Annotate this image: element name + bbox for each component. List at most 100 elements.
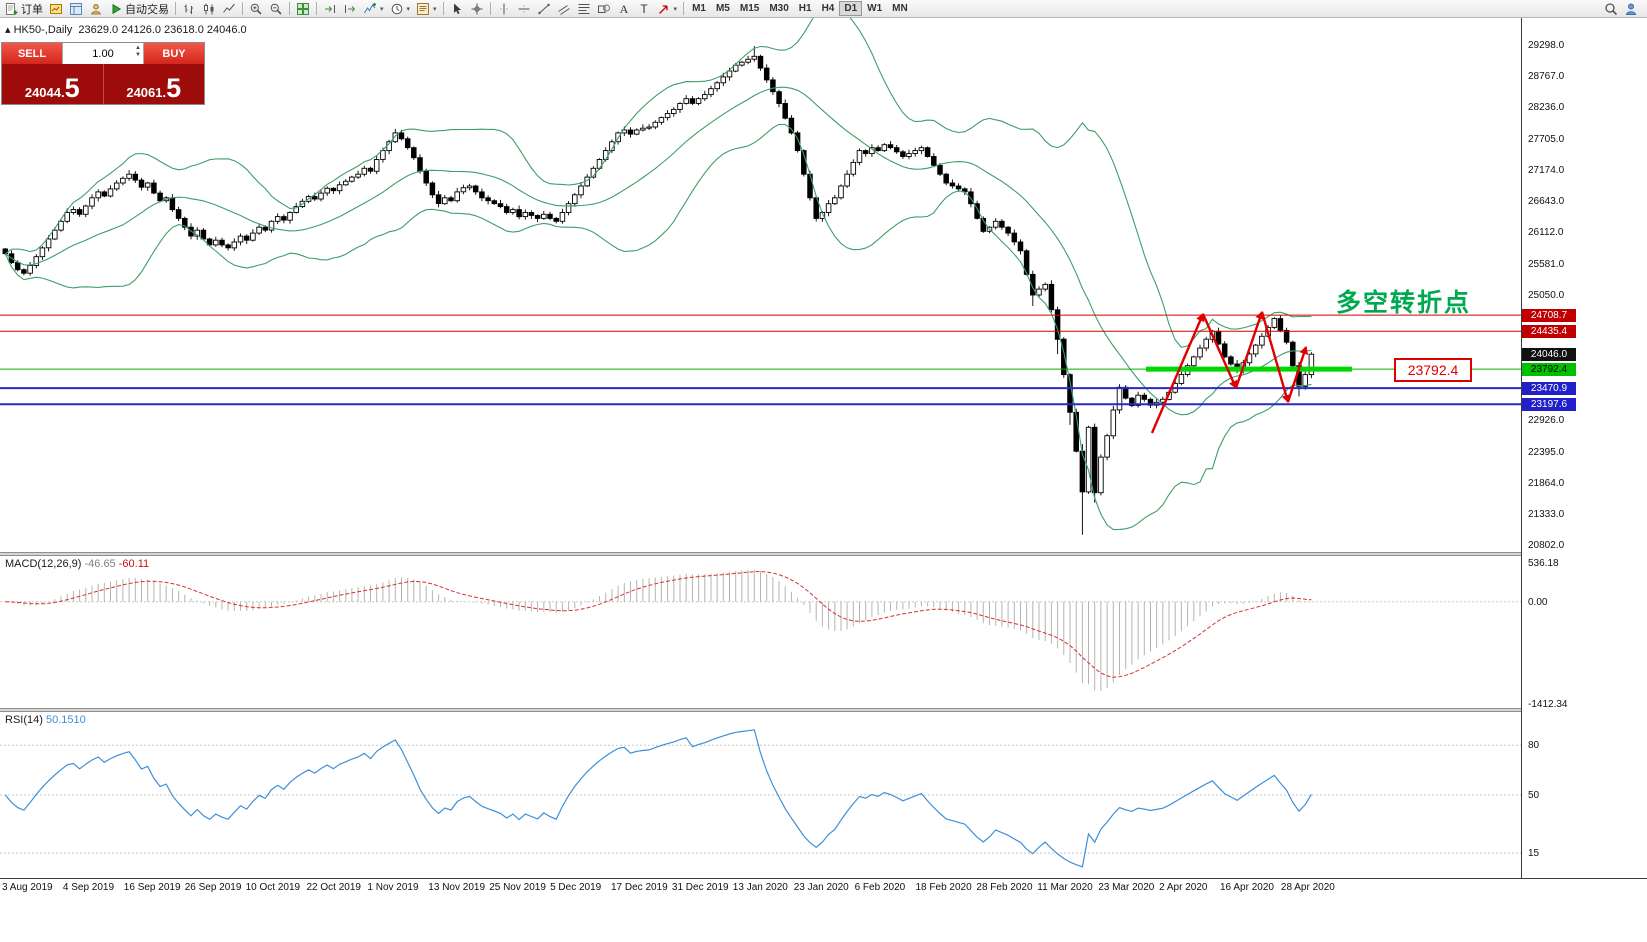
data-window-button[interactable] [66,1,86,17]
tile-windows-icon [297,2,309,15]
community-button[interactable] [1621,1,1641,17]
label-button[interactable]: T [634,1,654,17]
macd-signal-line [5,571,1312,678]
crosshair-button[interactable] [467,1,487,17]
date-axis-label: 13 Nov 2019 [428,882,486,893]
bar-chart-button[interactable] [179,1,199,17]
templates-button[interactable]: ▾ [413,1,440,17]
date-axis-label: 2 Apr 2020 [1159,882,1208,893]
volume-input[interactable]: 1.00 ▲ ▼ [62,43,144,64]
zoom-out-button[interactable] [266,1,286,17]
symbol-marker-icon: ▴ [5,24,11,36]
price-axis-label: 28236.0 [1528,102,1565,114]
timeframe-h4-button[interactable]: H4 [817,1,840,16]
horizontal-level-lines[interactable] [0,314,1521,406]
toolbar-separator [289,2,290,15]
toolbar-separator [316,2,317,15]
date-axis-label: 3 Aug 2019 [2,882,53,893]
auto-trading-button[interactable]: 自动交易 [106,1,172,17]
macd-axis-label: 536.18 [1528,558,1559,570]
shapes-icon [597,4,610,13]
chevron-down-icon: ▾ [406,5,411,13]
equidistant-channel-button[interactable] [554,1,574,17]
market-watch-button[interactable] [46,1,66,17]
text-button[interactable]: A [614,1,634,17]
timeframe-w1-button[interactable]: W1 [862,1,887,16]
date-axis-label: 16 Apr 2020 [1220,882,1274,893]
turning-point-annotation[interactable]: 多空转折点 [1336,289,1472,317]
auto-scroll-icon [325,4,335,13]
buy-price[interactable]: 24061. 5 [104,64,205,104]
candlestick-chart-button[interactable] [199,1,219,17]
search-button[interactable] [1601,1,1621,17]
buy-price-big-digit: 5 [166,73,182,104]
periods-button[interactable]: ▾ [387,1,414,17]
price-axis-label: 26112.0 [1528,227,1564,239]
arrows-icon [658,4,668,14]
spinner-down-icon[interactable]: ▼ [135,52,141,59]
tile-windows-button[interactable] [293,1,313,17]
auto-scroll-button[interactable] [320,1,340,17]
chart-shift-button[interactable] [340,1,360,17]
new-order-button[interactable]: 订单 [2,1,46,17]
shapes-button[interactable] [594,1,614,17]
price-level-label[interactable]: 23792.4 [1394,358,1472,382]
chevron-down-icon: ▾ [673,5,678,13]
timeframe-h1-button[interactable]: H1 [794,1,817,16]
price-axis-label: 28767.0 [1528,70,1565,82]
cursor-icon [453,3,461,14]
date-axis-label: 25 Nov 2019 [489,882,546,893]
price-axis-label: 27705.0 [1528,133,1565,145]
timeframe-m1-button[interactable]: M1 [687,1,711,16]
horizontal-line-button[interactable] [514,1,534,17]
date-axis-label: 28 Feb 2020 [976,882,1033,893]
line-chart-button[interactable] [219,1,239,17]
periods-icon [391,3,402,14]
cursor-button[interactable] [447,1,467,17]
zoom-in-button[interactable] [246,1,266,17]
price-axis-label: 21333.0 [1528,509,1565,521]
price-axis[interactable]: 29298.0 28767.0 28236.0 27705.0 27174.0 26643… [1521,18,1647,896]
navigator-button[interactable] [86,1,106,17]
spinner-up-icon[interactable]: ▲ [135,45,141,51]
macd-panel-canvas[interactable] [0,556,1521,708]
fibonacci-icon [578,3,590,14]
buy-price-main: 24061. [126,84,167,100]
buy-button[interactable]: BUY [144,43,204,64]
price-tag: 24046.0 [1522,347,1576,361]
date-axis[interactable]: 3 Aug 2019 4 Sep 2019 16 Sep 2019 26 Sep 20… [0,878,1647,897]
auto-trading-button-label: 自动交易 [125,3,169,16]
main-macd-splitter[interactable] [0,552,1647,556]
price-tag: 23470.9 [1522,381,1576,395]
timeframe-mn-button[interactable]: MN [887,1,913,16]
rsi-panel-canvas[interactable] [0,712,1521,878]
date-axis-label: 5 Dec 2019 [550,882,602,893]
volume-spinner[interactable]: ▲ ▼ [135,45,141,59]
chevron-down-icon: ▾ [433,5,437,13]
timeframe-d1-button[interactable]: D1 [839,1,863,16]
trendline-button[interactable] [534,1,554,17]
vertical-line-button[interactable] [494,1,514,17]
sell-button[interactable]: SELL [2,43,62,64]
price-axis-label: 21864.0 [1528,477,1565,489]
community-icon [1625,3,1637,15]
fibonacci-button[interactable] [574,1,594,17]
macd-axis-label: 0.00 [1528,596,1548,608]
indicators-button[interactable]: ▾ [360,1,387,17]
timeframe-m30-button[interactable]: M30 [764,1,793,16]
text-icon: A [619,2,628,16]
main-chart-canvas[interactable] [0,18,1521,552]
rsi-label: RSI(14) 50.1510 [5,714,86,726]
timeframe-m15-button[interactable]: M15 [735,1,764,16]
sell-price[interactable]: 24044. 5 [2,64,104,104]
rsi-axis-label: 15 [1528,848,1540,860]
date-axis-label: 16 Sep 2019 [123,882,181,893]
macd-rsi-splitter[interactable] [0,708,1647,712]
svg-text:A: A [619,2,628,16]
toolbar-left-group: 订单 自动交易 ▾ ▾ ▾ A T ▾ M1 M5 M15 M30 H1 H4 D1 W1 MN [2,1,1601,17]
date-axis-label: 28 Apr 2020 [1280,882,1335,893]
arrows-button[interactable]: ▾ [654,1,681,17]
zigzag-arrows-drawing[interactable] [1150,311,1309,434]
timeframe-m5-button[interactable]: M5 [711,1,735,16]
